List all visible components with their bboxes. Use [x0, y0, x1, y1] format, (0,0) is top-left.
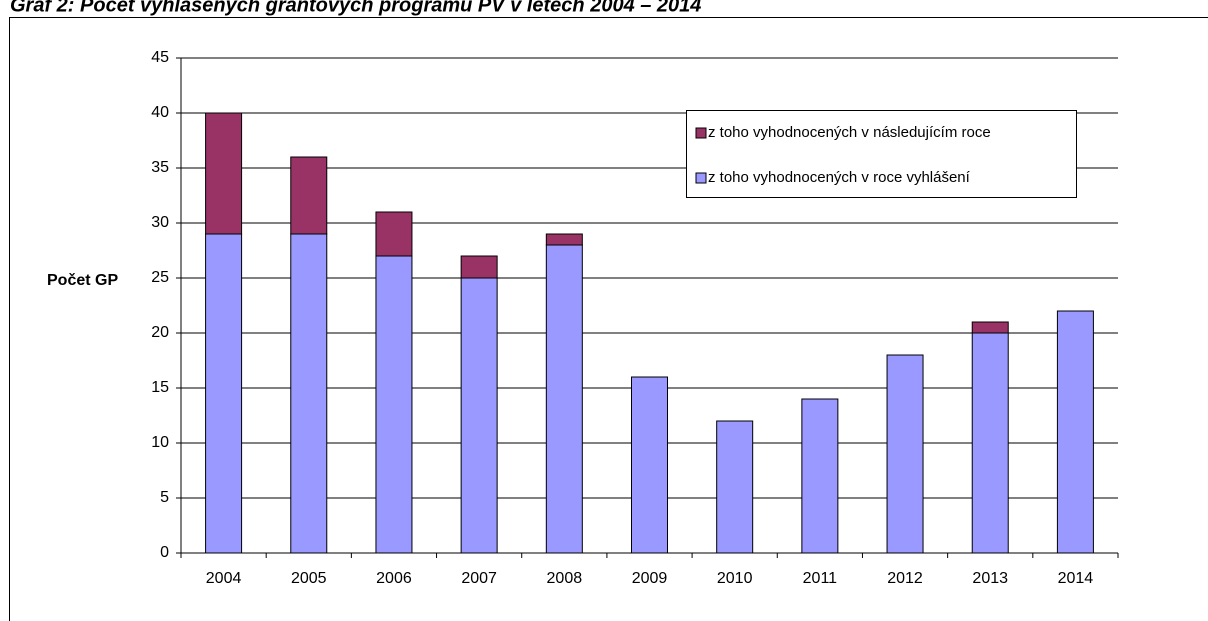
- chart-frame: [9, 17, 1208, 621]
- y-tick-label: 35: [151, 159, 169, 176]
- y-tick-label: 15: [151, 379, 169, 396]
- x-tick-label: 2005: [291, 570, 327, 587]
- bar-segment: [460, 255, 498, 279]
- bar-segment: [375, 255, 413, 554]
- chart-title: Graf 2: Počet vyhlášených grantových pro…: [10, 0, 701, 16]
- bar-segment: [971, 332, 1009, 554]
- x-tick-label: 2007: [461, 570, 497, 587]
- y-tick-label: 20: [151, 324, 169, 341]
- bar-segment: [545, 233, 583, 246]
- legend-label: z toho vyhodnocených v následujícím roce: [708, 124, 991, 141]
- bar-segment: [460, 277, 498, 554]
- bar-segment: [716, 420, 754, 554]
- x-tick-label: 2010: [717, 570, 753, 587]
- bar-segment: [290, 156, 328, 235]
- y-tick-label: 45: [151, 49, 169, 66]
- bar-segment: [801, 398, 839, 554]
- bar-segment: [205, 112, 243, 235]
- y-tick-label: 0: [160, 544, 169, 561]
- y-tick-label: 5: [160, 489, 169, 506]
- bar-segment: [886, 354, 924, 554]
- x-tick-label: 2008: [547, 570, 583, 587]
- legend-swatch: [695, 172, 707, 184]
- y-tick-label: 30: [151, 214, 169, 231]
- legend-swatch: [695, 127, 707, 139]
- bar-segment: [205, 233, 243, 554]
- bar-segment: [375, 211, 413, 257]
- y-tick-label: 25: [151, 269, 169, 286]
- bar-segment: [631, 376, 668, 554]
- x-tick-label: 2006: [376, 570, 412, 587]
- y-tick-label: 10: [151, 434, 169, 451]
- x-tick-label: 2011: [803, 570, 838, 587]
- x-tick-label: 2014: [1058, 570, 1094, 587]
- bar-segment: [1056, 310, 1094, 554]
- y-axis-label: Počet GP: [47, 272, 118, 289]
- bar-segment: [290, 233, 328, 554]
- y-tick-label: 40: [151, 104, 169, 121]
- x-tick-label: 2013: [972, 570, 1008, 587]
- x-tick-label: 2012: [887, 570, 923, 587]
- x-tick-label: 2009: [632, 570, 668, 587]
- legend-box: [686, 110, 1077, 198]
- bar-segment: [971, 321, 1009, 334]
- x-tick-label: 2004: [206, 570, 242, 587]
- legend-label: z toho vyhodnocených v roce vyhlášení: [708, 169, 971, 186]
- bar-segment: [545, 244, 583, 554]
